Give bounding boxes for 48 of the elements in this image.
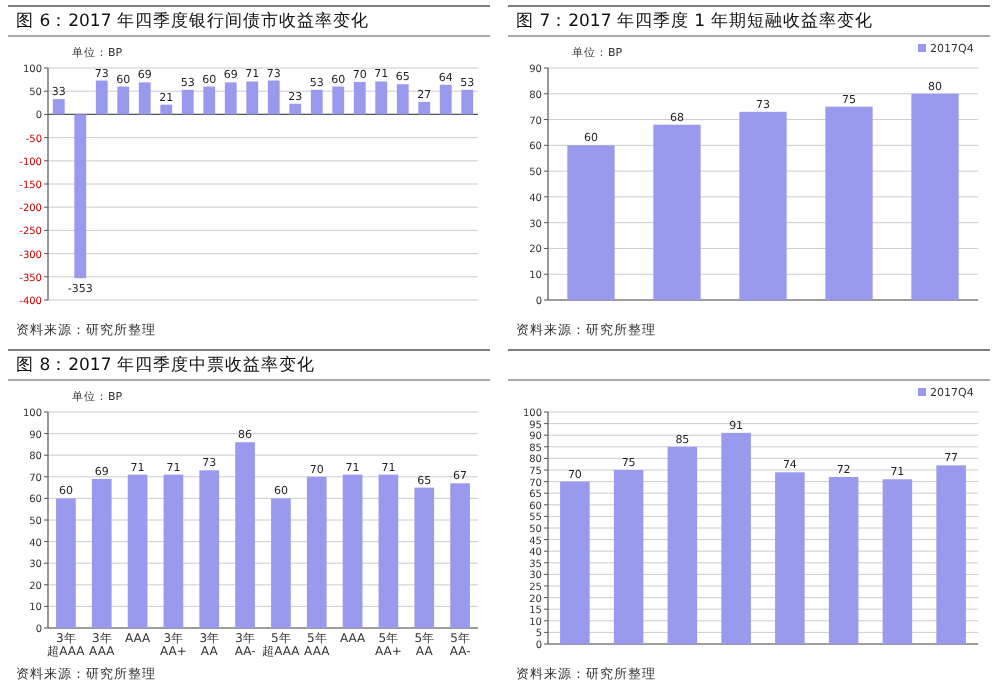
bar bbox=[378, 474, 399, 628]
bar bbox=[567, 145, 615, 300]
bar bbox=[375, 81, 388, 115]
bar bbox=[560, 481, 590, 644]
bar bbox=[828, 476, 859, 644]
bar bbox=[267, 80, 280, 115]
bar bbox=[667, 446, 698, 644]
bar bbox=[310, 89, 323, 115]
chart-title: 图 6：2017 年四季度银行间债市收益率变化 bbox=[16, 10, 369, 32]
bar bbox=[936, 465, 966, 644]
bar bbox=[52, 99, 65, 115]
bar bbox=[306, 476, 327, 628]
bar bbox=[138, 82, 151, 115]
bar bbox=[439, 84, 452, 115]
bar bbox=[246, 81, 259, 115]
bar bbox=[353, 81, 366, 115]
bar bbox=[396, 84, 409, 115]
bar bbox=[342, 474, 363, 628]
bar bbox=[775, 472, 805, 644]
bar bbox=[163, 474, 184, 628]
bar bbox=[91, 478, 112, 628]
bar bbox=[450, 483, 470, 628]
bar bbox=[235, 442, 255, 628]
bar bbox=[199, 470, 220, 628]
bar bbox=[160, 104, 173, 115]
bar bbox=[224, 82, 237, 115]
bar bbox=[127, 474, 148, 628]
bar bbox=[825, 106, 873, 300]
bar bbox=[461, 89, 474, 115]
chart-title: 图 8：2017 年四季度中票收益率变化 bbox=[16, 354, 315, 376]
bar bbox=[95, 80, 108, 115]
bar bbox=[418, 101, 431, 115]
bar bbox=[203, 86, 216, 115]
bar bbox=[181, 89, 194, 115]
chart-title: 图 7：2017 年四季度 1 年期短融收益率变化 bbox=[516, 10, 873, 32]
bar bbox=[117, 86, 130, 115]
bar bbox=[613, 470, 644, 644]
bar bbox=[289, 103, 302, 115]
bar bbox=[414, 487, 435, 628]
bar bbox=[882, 479, 913, 644]
bar bbox=[332, 86, 345, 115]
bar bbox=[271, 498, 291, 628]
bar bbox=[56, 498, 76, 628]
bar bbox=[721, 432, 751, 644]
bar bbox=[739, 111, 787, 300]
bar bbox=[653, 124, 701, 300]
bar bbox=[74, 114, 87, 279]
bar bbox=[911, 93, 959, 300]
